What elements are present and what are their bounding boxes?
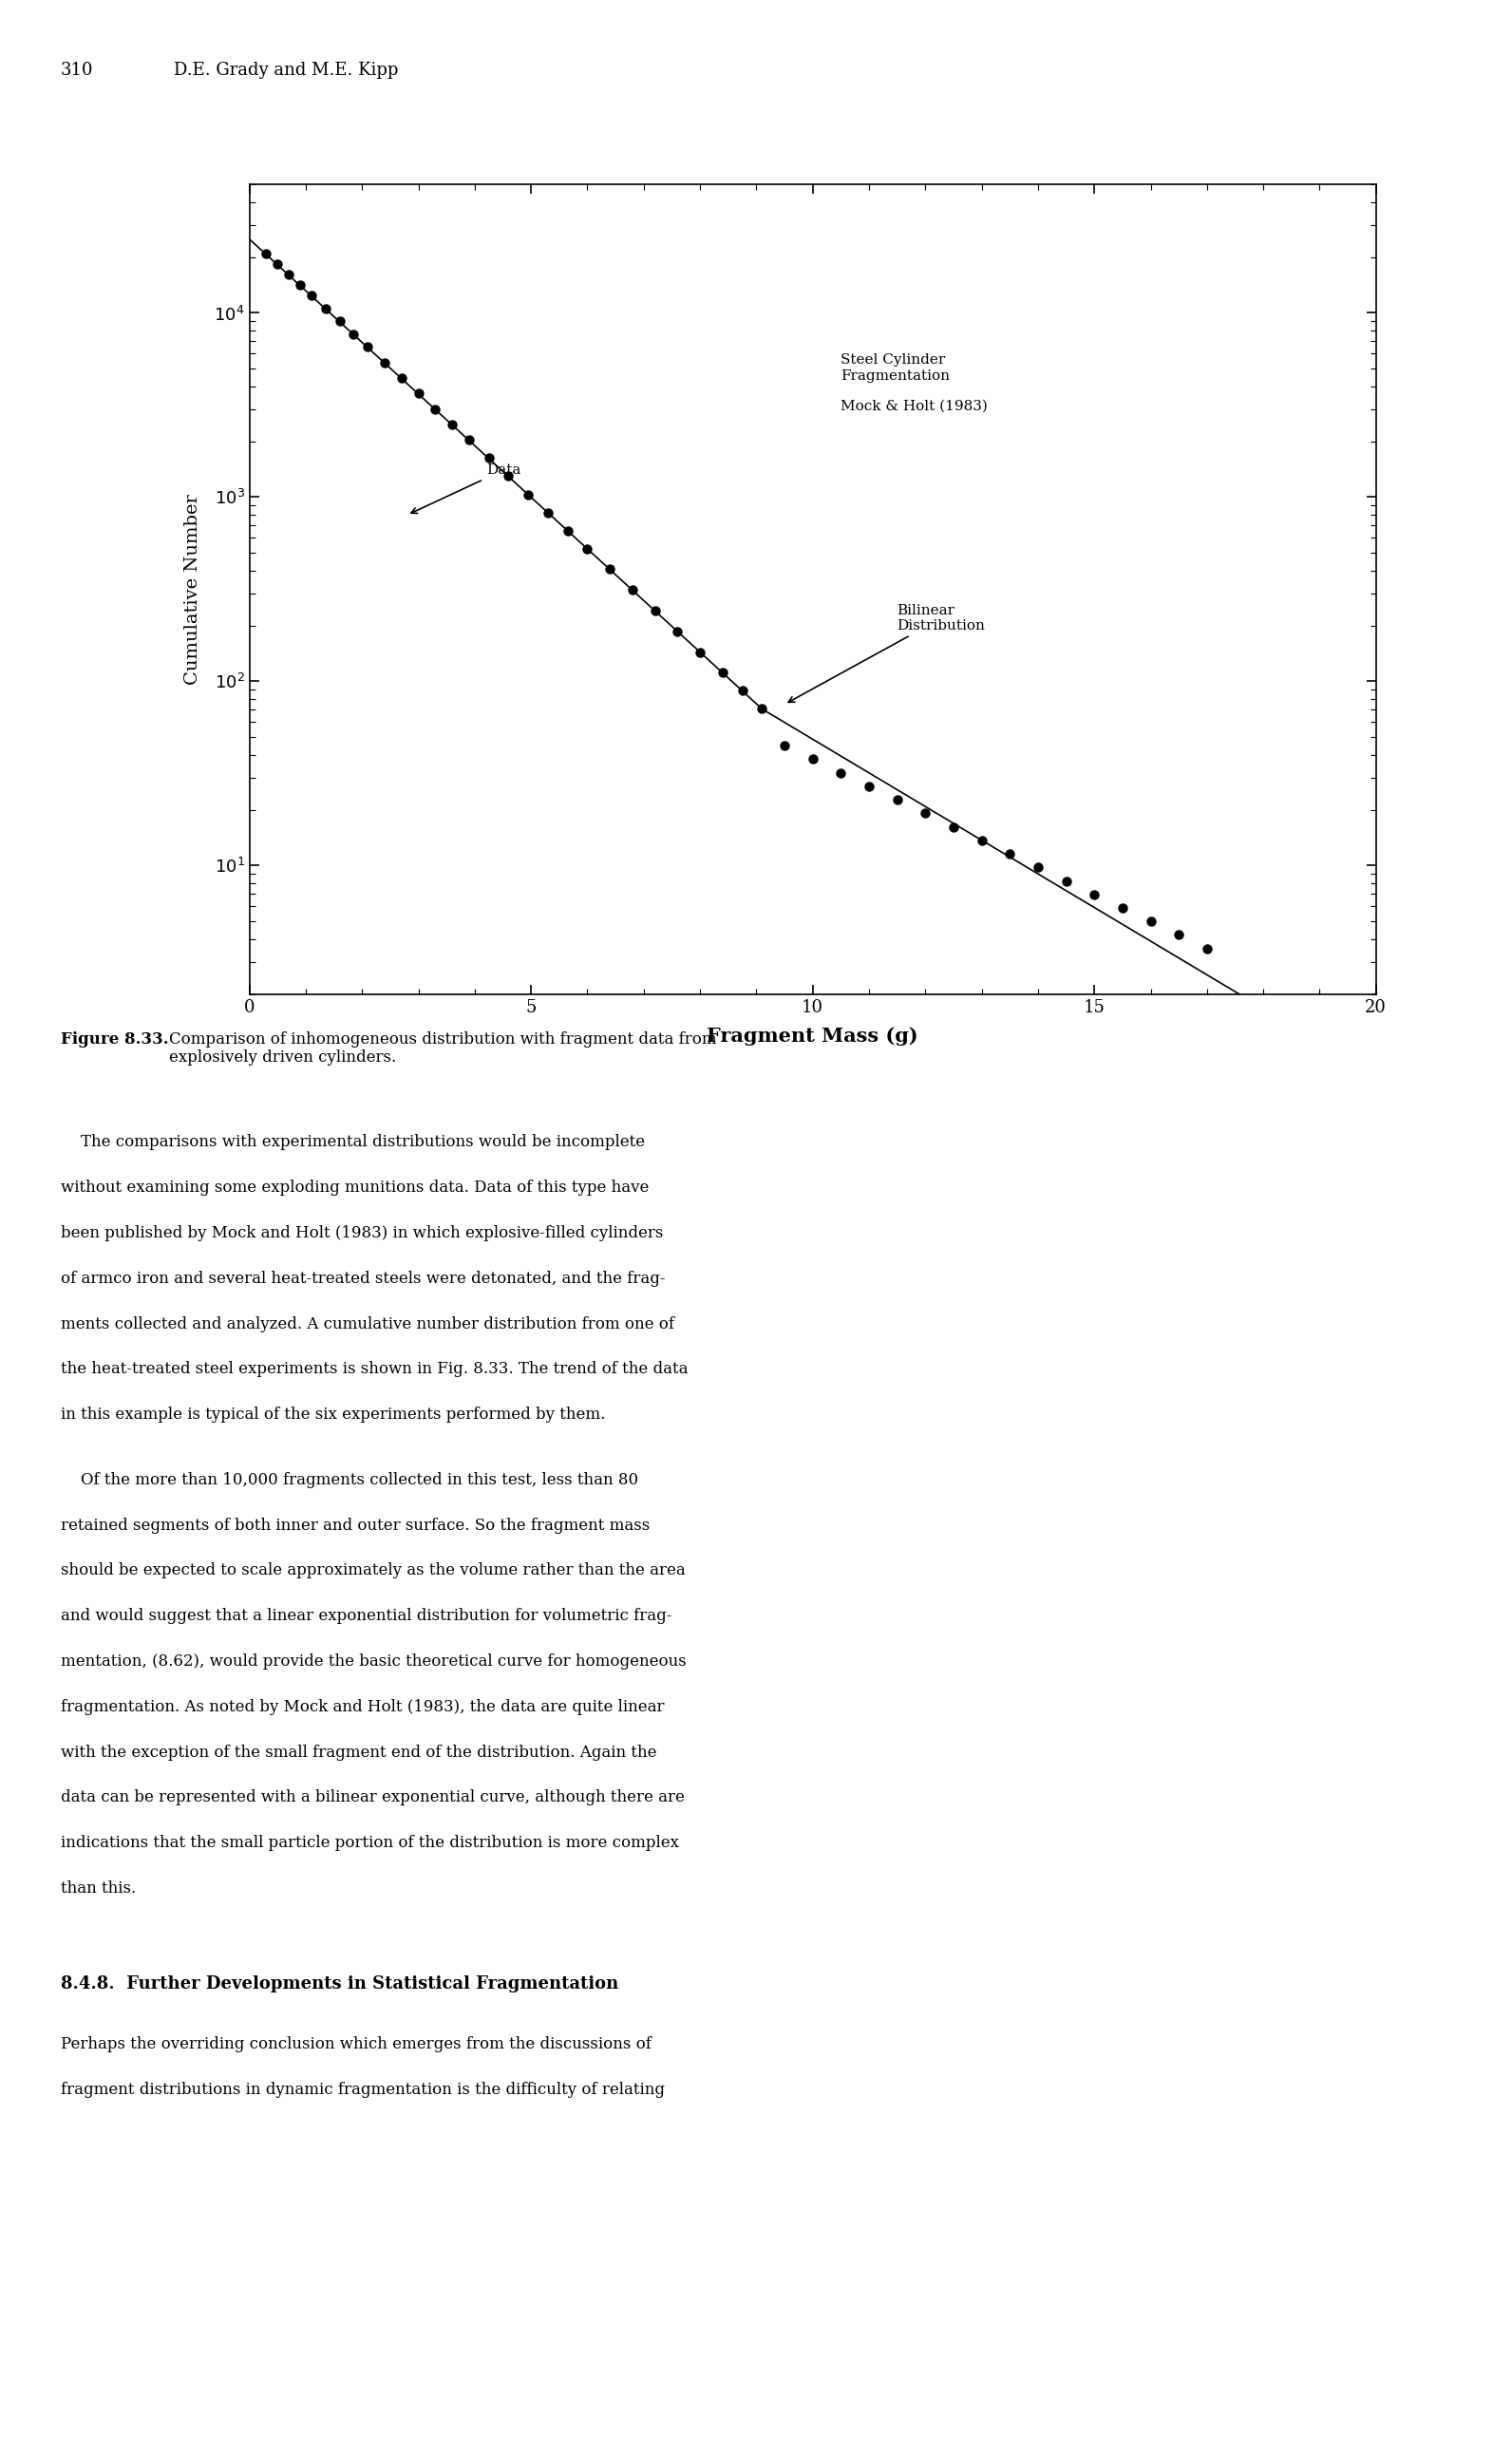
Text: the heat-treated steel experiments is shown in Fig. 8.33. The trend of the data: the heat-treated steel experiments is sh…	[60, 1360, 688, 1377]
Text: retained segments of both inner and outer surface. So the fragment mass: retained segments of both inner and oute…	[60, 1517, 650, 1534]
Text: without examining some exploding munitions data. Data of this type have: without examining some exploding munitio…	[60, 1178, 649, 1196]
Text: should be expected to scale approximately as the volume rather than the area: should be expected to scale approximatel…	[60, 1561, 685, 1579]
Text: fragment distributions in dynamic fragmentation is the difficulty of relating: fragment distributions in dynamic fragme…	[60, 2082, 664, 2099]
Text: mentation, (8.62), would provide the basic theoretical curve for homogeneous: mentation, (8.62), would provide the bas…	[60, 1655, 686, 1669]
Text: Bilinear
Distribution: Bilinear Distribution	[788, 604, 986, 702]
Text: than this.: than this.	[60, 1881, 136, 1898]
Text: been published by Mock and Holt (1983) in which explosive-filled cylinders: been published by Mock and Holt (1983) i…	[60, 1225, 662, 1242]
Text: ments collected and analyzed. A cumulative number distribution from one of: ments collected and analyzed. A cumulati…	[60, 1316, 674, 1333]
Text: Figure 8.33.: Figure 8.33.	[60, 1031, 168, 1048]
Text: Data: Data	[411, 464, 520, 513]
Text: Of the more than 10,000 fragments collected in this test, less than 80: Of the more than 10,000 fragments collec…	[60, 1471, 638, 1488]
Text: in this example is typical of the six experiments performed by them.: in this example is typical of the six ex…	[60, 1407, 605, 1424]
Text: data can be represented with a bilinear exponential curve, although there are: data can be represented with a bilinear …	[60, 1790, 685, 1807]
Text: fragmentation. As noted by Mock and Holt (1983), the data are quite linear: fragmentation. As noted by Mock and Holt…	[60, 1699, 664, 1716]
X-axis label: Fragment Mass (g): Fragment Mass (g)	[708, 1026, 918, 1046]
Text: of armco iron and several heat-treated steels were detonated, and the frag-: of armco iron and several heat-treated s…	[60, 1272, 665, 1286]
Text: with the exception of the small fragment end of the distribution. Again the: with the exception of the small fragment…	[60, 1743, 656, 1760]
Text: D.E. Grady and M.E. Kipp: D.E. Grady and M.E. Kipp	[174, 61, 398, 79]
Text: Steel Cylinder
Fragmentation

Mock & Holt (1983): Steel Cylinder Fragmentation Mock & Holt…	[841, 354, 987, 412]
Y-axis label: Cumulative Number: Cumulative Number	[184, 493, 201, 685]
Text: and would suggest that a linear exponential distribution for volumetric frag-: and would suggest that a linear exponent…	[60, 1608, 671, 1625]
Text: 8.4.8.  Further Developments in Statistical Fragmentation: 8.4.8. Further Developments in Statistic…	[60, 1974, 618, 1991]
Text: Comparison of inhomogeneous distribution with fragment data from
explosively dri: Comparison of inhomogeneous distribution…	[169, 1031, 717, 1065]
Text: indications that the small particle portion of the distribution is more complex: indications that the small particle port…	[60, 1834, 679, 1851]
Text: Perhaps the overriding conclusion which emerges from the discussions of: Perhaps the overriding conclusion which …	[60, 2035, 652, 2052]
Text: The comparisons with experimental distributions would be incomplete: The comparisons with experimental distri…	[60, 1134, 644, 1151]
Text: 310: 310	[60, 61, 94, 79]
